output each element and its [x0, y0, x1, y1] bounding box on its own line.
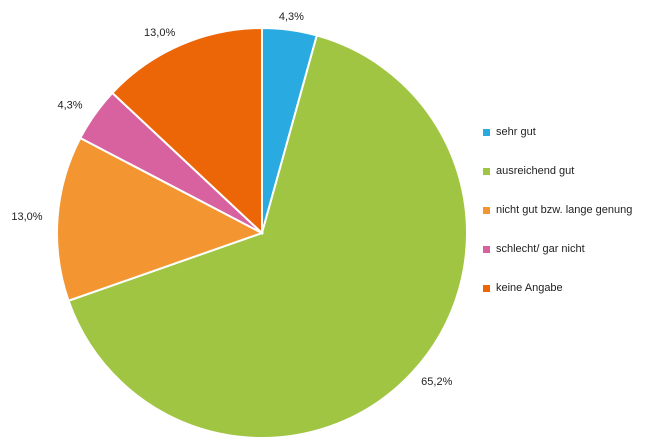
legend-swatch — [483, 206, 490, 214]
legend-item-keine-angabe: keine Angabe — [483, 278, 632, 298]
legend-swatch — [483, 284, 490, 292]
legend-item-nicht-gut: nicht gut bzw. lange genung — [483, 200, 632, 220]
legend-swatch — [483, 167, 490, 175]
pie-slice-ausreichend-gut — [67, 34, 468, 437]
legend-item-schlecht: schlecht/ gar nicht — [483, 239, 632, 259]
data-label: 4,3% — [279, 11, 304, 23]
pie-data-labels: 4,3% 65,2% 13,0% 4,3% 13,0% — [11, 11, 452, 388]
legend-label: schlecht/ gar nicht — [496, 243, 585, 255]
data-label: 13,0% — [11, 211, 42, 223]
legend-swatch — [483, 245, 490, 253]
pie-slice-keine-angabe — [110, 26, 263, 236]
legend-label: sehr gut — [496, 126, 536, 138]
legend-swatch — [483, 128, 490, 136]
data-label: 65,2% — [421, 376, 452, 388]
data-label: 4,3% — [57, 100, 82, 112]
chart-legend: sehr gut ausreichend gut nicht gut bzw. … — [483, 122, 632, 317]
data-label: 13,0% — [144, 27, 175, 39]
legend-label: ausreichend gut — [496, 165, 575, 177]
legend-item-ausreichend-gut: ausreichend gut — [483, 161, 632, 181]
pie-slices — [56, 26, 468, 437]
legend-label: nicht gut bzw. lange genung — [496, 204, 633, 216]
legend-label: keine Angabe — [496, 282, 563, 294]
legend-item-sehr-gut: sehr gut — [483, 122, 632, 142]
pie-slice-nicht-gut-bzw-lange-genung — [56, 136, 265, 303]
